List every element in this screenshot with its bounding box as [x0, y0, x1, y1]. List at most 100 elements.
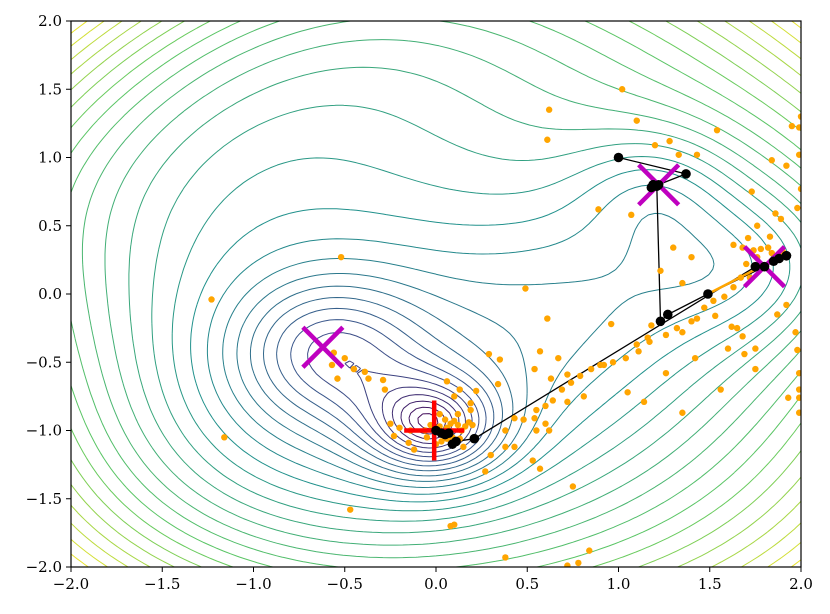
- y-tick-label: −0.5: [26, 353, 62, 371]
- sample-point: [772, 210, 779, 217]
- sample-point: [764, 244, 772, 251]
- sample-point: [511, 415, 518, 422]
- sample-point: [675, 151, 682, 158]
- sample-point: [441, 416, 449, 423]
- sample-point: [454, 410, 462, 418]
- sample-point: [788, 122, 796, 130]
- sample-point: [679, 409, 686, 416]
- sample-point: [744, 234, 752, 242]
- sample-point: [482, 468, 489, 475]
- minimum-x-marker: [301, 325, 345, 369]
- y-tick-label: 0.5: [38, 217, 62, 235]
- y-tick-label: 0.0: [38, 285, 62, 303]
- sample-point: [752, 345, 759, 352]
- contour-level-18: [128, 66, 801, 534]
- sample-point: [460, 443, 467, 451]
- sample-point: [469, 421, 476, 429]
- sample-point: [633, 341, 640, 348]
- x-tick-label: 1.0: [607, 575, 631, 593]
- sample-point: [721, 293, 728, 300]
- sample-point: [502, 427, 509, 434]
- sample-point: [783, 301, 790, 309]
- sample-point: [533, 427, 540, 434]
- x-tick-label: −2.0: [53, 575, 89, 593]
- sample-point: [688, 318, 695, 325]
- sample-point: [662, 331, 670, 339]
- sample-point: [221, 434, 228, 441]
- sample-point: [451, 393, 458, 400]
- sample-point: [487, 451, 494, 459]
- sample-point: [443, 378, 451, 385]
- sample-point: [640, 398, 648, 406]
- sample-point: [797, 113, 801, 120]
- sample-point: [737, 274, 744, 281]
- sample-point: [567, 379, 575, 386]
- y-tick-label: −1.0: [26, 422, 62, 440]
- sample-point: [531, 415, 538, 422]
- contour-level-27: [71, 21, 801, 567]
- sample-point: [454, 421, 462, 429]
- sample-point: [635, 348, 642, 355]
- sample-point: [580, 393, 588, 400]
- sample-point: [730, 283, 737, 291]
- sample-point: [648, 322, 655, 329]
- sample-point: [536, 465, 544, 472]
- sample-point: [662, 369, 670, 377]
- sample-point: [633, 117, 640, 124]
- sample-point: [774, 311, 781, 318]
- minimum-x-stroke: [301, 325, 345, 369]
- x-tick-label: −1.5: [144, 575, 180, 593]
- sample-point: [564, 562, 571, 567]
- sample-point: [795, 369, 801, 377]
- sample-point: [743, 260, 750, 268]
- contour-level-22: [71, 21, 801, 567]
- sample-point: [712, 312, 719, 320]
- x-tick-label: 1.5: [698, 575, 722, 593]
- sample-point: [347, 506, 354, 513]
- sample-point: [396, 424, 403, 431]
- sample-point: [337, 253, 345, 261]
- y-tick-label: 1.5: [38, 80, 62, 98]
- sample-point: [547, 375, 555, 382]
- sample-point: [564, 398, 571, 406]
- sample-point: [595, 206, 602, 213]
- trajectory-point: [655, 316, 666, 327]
- contour-level-24: [71, 21, 801, 567]
- sample-point: [673, 324, 681, 332]
- trajectory-point: [681, 169, 691, 179]
- sample-point: [544, 315, 551, 322]
- y-tick-label: 1.0: [38, 149, 62, 167]
- sample-point: [701, 304, 708, 311]
- sample-point: [624, 389, 631, 396]
- contour-level-11: [249, 285, 514, 477]
- sample-point: [757, 245, 765, 253]
- contour-level-5: [381, 386, 466, 449]
- trajectory-point: [447, 439, 458, 449]
- sample-point: [410, 446, 418, 453]
- x-tick-label: −0.5: [327, 575, 363, 593]
- sample-point: [587, 365, 595, 373]
- sample-point: [688, 253, 695, 261]
- sample-point: [679, 279, 686, 287]
- sample-point: [609, 359, 617, 366]
- sample-point: [730, 241, 737, 249]
- trajectory-point: [469, 433, 480, 444]
- contour-level-28: [71, 21, 801, 567]
- sample-point: [618, 86, 626, 93]
- sample-point: [651, 142, 659, 149]
- sample-point: [334, 375, 341, 382]
- sample-point: [741, 350, 748, 358]
- sample-point: [748, 188, 755, 195]
- y-axis: −2.0 −1.5 −1.0 −0.5 0.0 0.5 1.0 1.5 2.0: [26, 12, 71, 576]
- sample-point: [555, 354, 562, 362]
- x-tick-label: 0.5: [515, 575, 539, 593]
- sample-point: [467, 406, 474, 414]
- trajectory-point: [431, 425, 441, 436]
- sample-point: [542, 402, 549, 410]
- sample-point: [341, 354, 348, 362]
- trajectory-point: [781, 250, 792, 261]
- contour-level-19: [104, 39, 801, 546]
- sample-point: [502, 443, 509, 451]
- sample-point: [208, 296, 215, 303]
- sample-point: [328, 361, 336, 369]
